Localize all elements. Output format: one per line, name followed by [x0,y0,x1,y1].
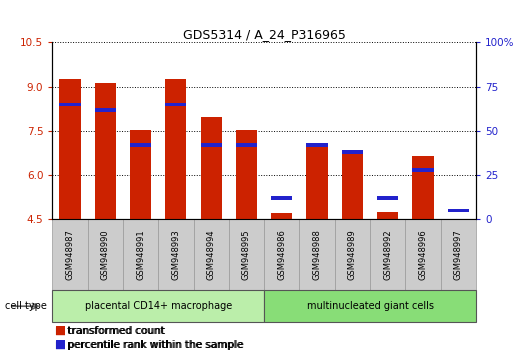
Bar [165,79,186,219]
Bar [299,219,335,290]
Text: ■ transformed count: ■ transformed count [55,326,165,336]
Bar [60,103,81,106]
Bar [158,219,194,290]
Bar [60,79,81,219]
Text: cell type: cell type [5,301,47,311]
Bar [194,219,229,290]
Bar [130,130,151,219]
Bar [271,196,292,200]
Text: GSM948992: GSM948992 [383,229,392,280]
Bar [405,219,440,290]
Bar [236,130,257,219]
Bar [342,150,363,154]
Bar [95,82,116,219]
Text: GSM948996: GSM948996 [418,229,427,280]
Bar [412,156,434,219]
Text: ■ percentile rank within the sample: ■ percentile rank within the sample [55,340,244,350]
Text: ■: ■ [55,324,66,337]
Bar [342,153,363,219]
Bar [123,219,158,290]
Bar [377,212,398,219]
Bar [335,219,370,290]
Bar [236,143,257,147]
Bar [448,209,469,212]
Bar [130,143,151,147]
Bar [306,143,327,147]
Text: percentile rank within the sample: percentile rank within the sample [67,340,243,350]
Text: GSM948991: GSM948991 [136,229,145,280]
Bar [52,290,264,322]
Text: GSM948994: GSM948994 [207,229,215,280]
Text: GSM948988: GSM948988 [313,229,322,280]
Bar [229,219,264,290]
Bar [440,219,476,290]
Text: GSM948990: GSM948990 [101,229,110,280]
Bar [306,146,327,219]
Bar [412,168,434,172]
Bar [377,196,398,200]
Bar [264,290,476,322]
Bar [271,213,292,219]
Bar [87,219,123,290]
Title: GDS5314 / A_24_P316965: GDS5314 / A_24_P316965 [183,28,346,41]
Text: GSM948993: GSM948993 [172,229,180,280]
Text: multinucleated giant cells: multinucleated giant cells [306,301,434,311]
Bar [264,219,299,290]
Text: transformed count: transformed count [67,326,164,336]
Text: GSM948989: GSM948989 [348,229,357,280]
Bar [200,143,222,147]
Text: GSM948995: GSM948995 [242,229,251,280]
Bar [370,219,405,290]
Bar [165,103,186,106]
Text: ■: ■ [55,338,66,351]
Bar [52,219,87,290]
Bar [200,117,222,219]
Text: GSM948997: GSM948997 [454,229,463,280]
Text: placental CD14+ macrophage: placental CD14+ macrophage [85,301,232,311]
Text: GSM948986: GSM948986 [277,229,286,280]
Text: GSM948987: GSM948987 [65,229,74,280]
Bar [95,108,116,112]
